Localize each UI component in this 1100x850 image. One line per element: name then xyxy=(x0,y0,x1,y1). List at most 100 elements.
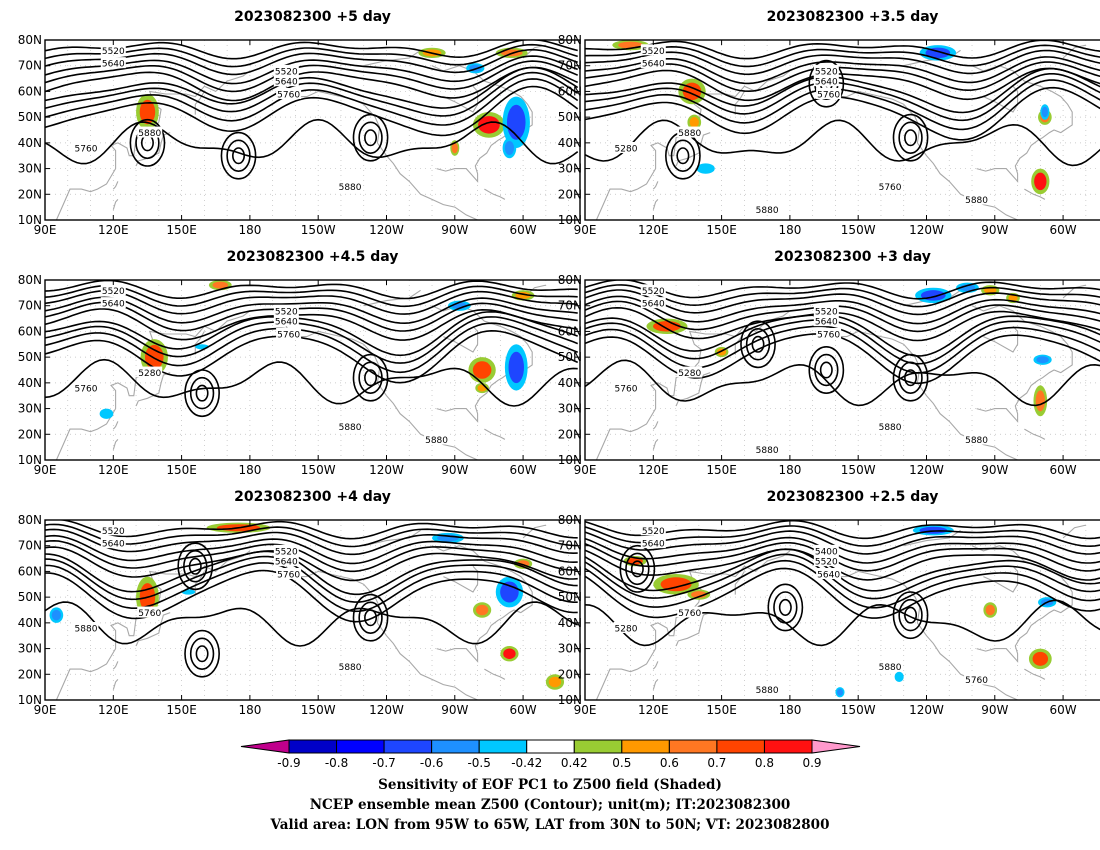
coastline xyxy=(112,199,119,210)
y-tick-label: 30N xyxy=(18,642,42,656)
contour-label-background xyxy=(813,304,839,316)
contour-label-text: 5760 xyxy=(817,331,840,341)
x-tick-label: 90E xyxy=(34,703,57,717)
contour-label-background xyxy=(640,44,666,56)
contour-label-text: 5520 xyxy=(642,47,665,57)
contour-label-text: 5520 xyxy=(102,527,125,537)
contour-label: 5640 xyxy=(273,75,299,88)
coastline xyxy=(1062,284,1087,299)
sensitivity-core xyxy=(896,673,903,681)
caption-line-1: Sensitivity of EOF PC1 to Z500 field (Sh… xyxy=(378,777,722,793)
colorbar-tick-label: 0.8 xyxy=(755,756,774,770)
x-tick-label: 90W xyxy=(441,703,468,717)
height-contour xyxy=(45,60,579,93)
y-tick-label: 70N xyxy=(558,59,582,73)
y-tick-label: 40N xyxy=(558,376,582,390)
closed-contour xyxy=(767,583,804,632)
coastline xyxy=(363,49,421,67)
height-contour xyxy=(45,78,579,126)
positive-sensitivity-patch xyxy=(983,602,998,618)
contour-label-background xyxy=(816,328,842,339)
closed-contour xyxy=(352,593,389,642)
contour-label-background xyxy=(137,606,163,618)
height-contour xyxy=(45,520,578,540)
contour-label-background xyxy=(816,568,842,579)
contour-label-background xyxy=(816,88,842,99)
x-tick-label: 150W xyxy=(301,463,336,477)
sensitivity-core xyxy=(503,648,516,659)
height-contour xyxy=(585,86,1100,141)
contour-label: 5880 xyxy=(677,126,703,139)
contour-label-background xyxy=(877,660,903,672)
contour-label: 5760 xyxy=(877,180,903,193)
negative-sensitivity-patch xyxy=(502,137,517,159)
coastline xyxy=(652,679,659,690)
positive-sensitivity-patch xyxy=(473,112,505,138)
contour-label-background xyxy=(273,304,299,316)
contour-label-background xyxy=(677,606,703,618)
height-contour xyxy=(45,562,578,613)
x-tick-label: 60W xyxy=(510,703,537,717)
contour-label: 5520 xyxy=(273,64,299,77)
colorbar-swatch xyxy=(431,739,480,754)
closed-contour xyxy=(183,550,208,583)
negative-sensitivity-patch xyxy=(835,687,845,698)
negative-sensitivity-patch xyxy=(504,344,528,391)
height-contour xyxy=(585,300,1100,333)
y-tick-label: 80N xyxy=(558,513,582,527)
closed-contour-center xyxy=(740,320,776,369)
sensitivity-core xyxy=(985,604,995,616)
y-tick-label: 50N xyxy=(18,590,42,604)
contour-label-background xyxy=(424,433,450,445)
coastline xyxy=(363,289,421,307)
coastline xyxy=(652,661,659,670)
closed-contour xyxy=(189,637,215,670)
height-contour xyxy=(45,569,578,623)
coastline xyxy=(112,439,119,450)
contour-label-background xyxy=(964,433,990,445)
contour-label-background xyxy=(276,568,302,579)
height-contour xyxy=(585,553,1100,600)
y-tick-label: 30N xyxy=(18,162,42,176)
contour-label: 5640 xyxy=(100,537,126,550)
y-tick-label: 10N xyxy=(18,453,42,467)
height-contour xyxy=(585,542,1100,572)
coastline xyxy=(1024,428,1046,440)
caption-line-3: Valid area: LON from 95W to 65W, LAT fro… xyxy=(270,817,830,833)
closed-contour xyxy=(676,147,690,165)
contour-label-text: 5880 xyxy=(756,686,779,696)
contour-label-background xyxy=(677,126,703,138)
positive-sensitivity-patch xyxy=(140,339,168,376)
contour-label-background xyxy=(273,75,299,87)
sensitivity-core xyxy=(699,165,712,173)
height-contour xyxy=(45,358,578,407)
closed-contour xyxy=(232,147,246,165)
contour-label: 5640 xyxy=(813,75,839,88)
x-tick-label: 60W xyxy=(1050,463,1077,477)
sensitivity-core xyxy=(508,351,524,384)
contour-label-text: 5520 xyxy=(642,527,665,537)
closed-contour xyxy=(740,320,776,369)
sensitivity-core xyxy=(477,384,487,392)
height-contour xyxy=(45,301,578,332)
coastline xyxy=(55,310,251,460)
contour-label: 5880 xyxy=(337,420,363,433)
contour-label: 5880 xyxy=(964,433,990,446)
coastline xyxy=(1024,668,1046,680)
x-tick-label: 90W xyxy=(981,463,1008,477)
coastline xyxy=(55,70,251,220)
sensitivity-core xyxy=(475,604,489,616)
height-contour xyxy=(45,308,578,341)
closed-contour xyxy=(188,557,202,575)
height-contour xyxy=(585,280,1100,300)
contour-label-text: 5880 xyxy=(756,206,779,216)
sensitivity-core xyxy=(548,676,562,688)
height-contour xyxy=(45,296,578,325)
contour-label-text: 5880 xyxy=(339,183,362,193)
contour-label-text: 5760 xyxy=(75,385,98,395)
